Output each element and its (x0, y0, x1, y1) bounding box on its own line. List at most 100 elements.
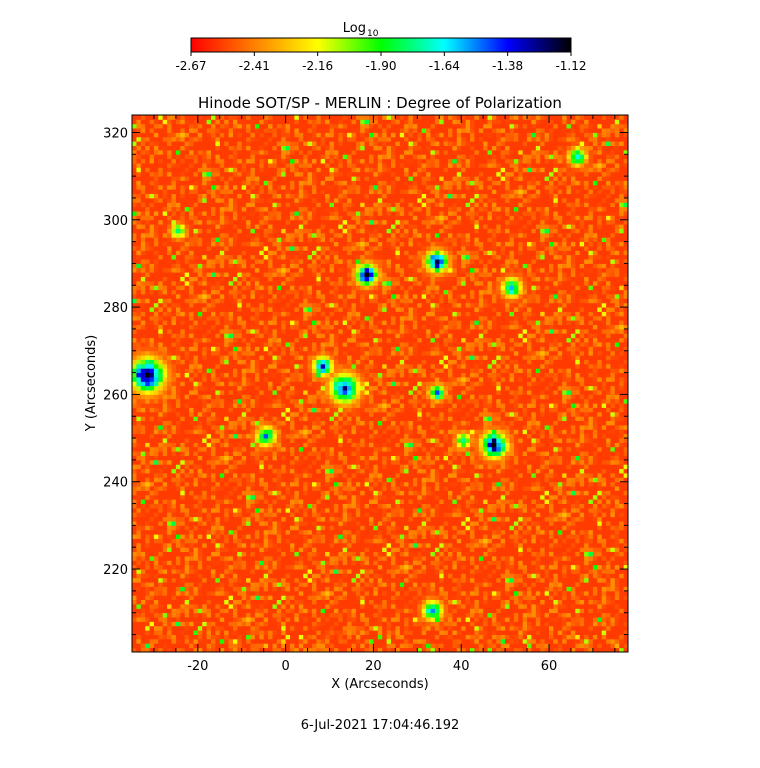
heatmap-cell (544, 608, 550, 614)
heatmap-cell (342, 595, 348, 600)
heatmap-cell (584, 577, 589, 583)
heatmap-cell (263, 564, 269, 570)
heatmap-cell (263, 486, 269, 491)
heatmap-cell (505, 612, 510, 618)
heatmap-cell (158, 503, 164, 509)
heatmap-cell (549, 477, 554, 483)
heatmap-cell (136, 503, 142, 509)
heatmap-cell (430, 542, 436, 548)
heatmap-cell (483, 538, 488, 544)
heatmap-cell (145, 477, 150, 483)
heatmap-cell (584, 538, 589, 544)
heatmap-cell (443, 507, 449, 513)
heatmap-cell (412, 560, 418, 566)
heatmap-cell (338, 634, 344, 640)
heatmap-cell (364, 560, 370, 566)
heatmap-cell (540, 582, 545, 587)
heatmap-cell (202, 560, 207, 566)
heatmap-cell (228, 643, 234, 649)
heatmap-cell (417, 560, 423, 566)
heatmap-cell (513, 638, 519, 644)
heatmap-cell (294, 630, 300, 635)
heatmap-cell (404, 525, 409, 531)
heatmap-cell (443, 573, 449, 579)
heatmap-cell (320, 473, 326, 478)
heatmap-cell (553, 577, 559, 583)
heatmap-cell (417, 612, 423, 618)
heatmap-cell (307, 586, 313, 592)
heatmap-cell (246, 459, 251, 465)
heatmap-cell (461, 490, 466, 496)
heatmap-cell (452, 481, 458, 487)
heatmap-cell (456, 638, 462, 644)
heatmap-cell (215, 486, 221, 491)
heatmap-cell (237, 464, 243, 470)
heatmap-cell (329, 512, 335, 518)
heatmap-cell (566, 547, 572, 552)
heatmap-cell (254, 573, 260, 579)
heatmap-cell (549, 643, 554, 649)
heatmap-cell (452, 464, 458, 470)
heatmap-cell (439, 534, 445, 539)
heatmap-cell (408, 525, 414, 531)
heatmap-cell (382, 569, 387, 574)
heatmap-cell (496, 490, 502, 496)
heatmap-cell (474, 608, 480, 614)
heatmap-cell (566, 617, 572, 622)
heatmap-cell (342, 647, 348, 652)
heatmap-cell (461, 604, 466, 609)
heatmap-cell (421, 503, 427, 509)
heatmap-cell (540, 556, 545, 561)
heatmap-cell (246, 507, 251, 513)
heatmap-cell (588, 617, 594, 622)
heatmap-cell (443, 490, 449, 496)
heatmap-cell (465, 582, 471, 587)
heatmap-cell (224, 604, 229, 609)
heatmap-cell (606, 608, 611, 614)
heatmap-cell (461, 634, 466, 640)
heatmap-cell (426, 630, 431, 635)
heatmap-cell (426, 599, 431, 605)
heatmap-cell (193, 590, 199, 596)
heatmap-cell (597, 604, 603, 609)
heatmap-cell (382, 638, 387, 644)
heatmap-cell (426, 577, 431, 583)
heatmap-cell (592, 512, 598, 518)
heatmap-cell (408, 490, 414, 496)
heatmap-cell (285, 486, 291, 491)
heatmap-cell (421, 494, 427, 500)
heatmap-cell (303, 617, 308, 622)
heatmap-cell (452, 534, 458, 539)
heatmap-cell (566, 638, 572, 644)
heatmap-cell (619, 569, 624, 574)
heatmap-cell (448, 486, 453, 491)
heatmap-cell (391, 638, 396, 644)
heatmap-cell (496, 634, 502, 640)
heatmap-cell (395, 486, 401, 491)
heatmap-cell (500, 573, 506, 579)
heatmap-cell (360, 551, 365, 557)
heatmap-cell (281, 459, 286, 465)
heatmap-cell (500, 521, 506, 526)
heatmap-cell (171, 464, 177, 470)
heatmap-cell (619, 486, 624, 491)
heatmap-cell (136, 612, 142, 618)
heatmap-cell (430, 494, 436, 500)
heatmap-cell (206, 499, 212, 504)
heatmap-cell (276, 612, 282, 618)
heatmap-cell (557, 617, 563, 622)
heatmap-cell (355, 542, 361, 548)
heatmap-cell (158, 560, 164, 566)
heatmap-cell (614, 521, 620, 526)
heatmap-cell (276, 464, 282, 470)
heatmap-cell (132, 595, 137, 600)
heatmap-cell (312, 529, 317, 535)
heatmap-cell (540, 477, 545, 483)
heatmap-cell (224, 625, 229, 631)
heatmap-cell (549, 468, 554, 474)
heatmap-cell (140, 573, 146, 579)
heatmap-cell (298, 582, 304, 587)
heatmap-cell (355, 577, 361, 583)
heatmap-cell (140, 586, 146, 592)
heatmap-cell (193, 464, 199, 470)
